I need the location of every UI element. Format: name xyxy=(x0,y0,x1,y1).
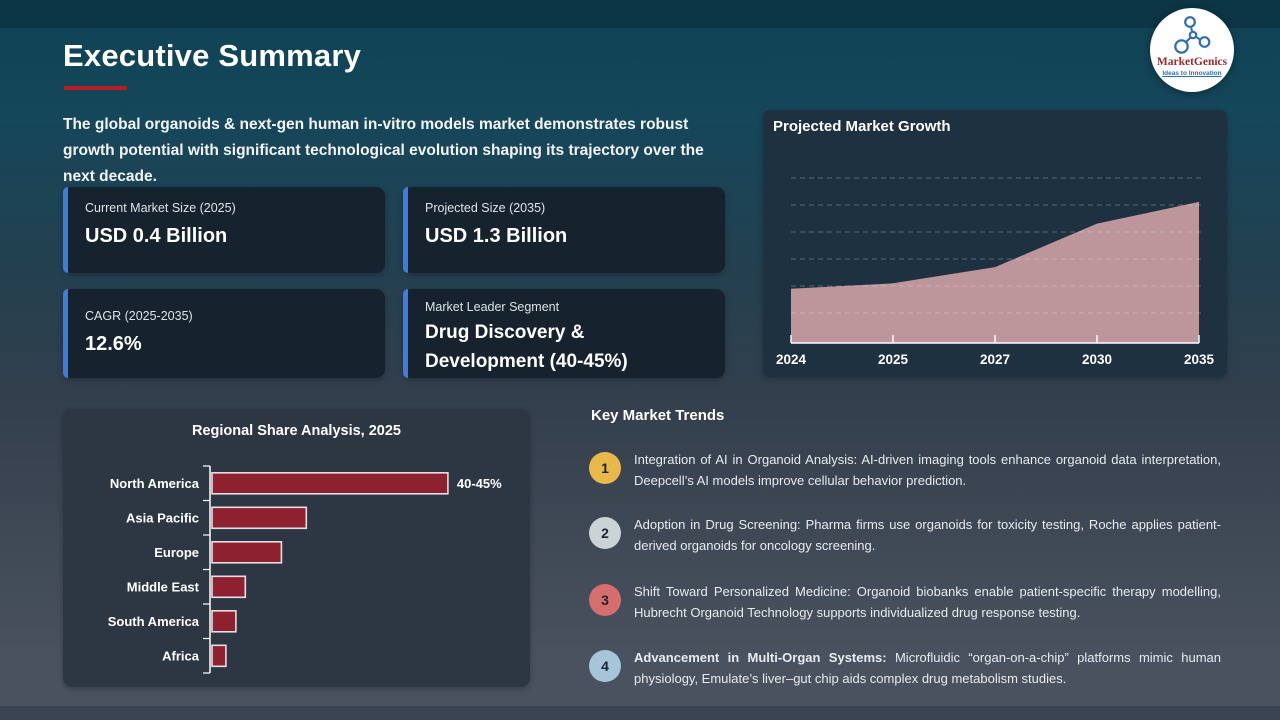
trend-lead: Advancement in Multi-Organ Systems: xyxy=(634,650,887,665)
page-title: Executive Summary xyxy=(63,38,362,73)
regional-share-card: Regional Share Analysis, 2025 North Amer… xyxy=(63,409,530,687)
trend-item-3: 3 Shift Toward Personalized Medicine: Or… xyxy=(589,582,1221,623)
stat-value: Drug Discovery & Development (40-45%) xyxy=(425,322,628,372)
bar-chart: North America 40-45% Asia Pacific Europe Mid… xyxy=(108,465,502,674)
top-strip xyxy=(0,0,1280,28)
trend-item-1: 1 Integration of AI in Organoid Analysis… xyxy=(589,450,1221,491)
trend-number-badge: 2 xyxy=(589,517,621,549)
stat-label: Projected Size (2035) xyxy=(425,201,546,215)
svg-text:2035: 2035 xyxy=(1184,352,1215,367)
svg-text:Africa: Africa xyxy=(162,648,200,663)
svg-text:2030: 2030 xyxy=(1082,352,1112,367)
stat-card-projected-size: Projected Size (2035) USD 1.3 Billion xyxy=(403,187,725,273)
trend-text: Integration of AI in Organoid Analysis: … xyxy=(634,450,1221,491)
stat-label: CAGR (2025-2035) xyxy=(85,309,193,323)
stat-card-cagr: CAGR (2025-2035) 12.6% xyxy=(63,289,385,378)
svg-text:Asia Pacific: Asia Pacific xyxy=(126,510,199,525)
svg-text:40-45%: 40-45% xyxy=(457,476,502,491)
svg-text:2025: 2025 xyxy=(878,352,909,367)
svg-text:Europe: Europe xyxy=(154,545,199,560)
svg-text:North America: North America xyxy=(110,476,200,491)
svg-text:Middle East: Middle East xyxy=(127,579,200,594)
stat-value: USD 0.4 Billion xyxy=(85,225,228,247)
regional-chart-title: Regional Share Analysis, 2025 xyxy=(191,423,401,439)
trend-item-2: 2 Adoption in Drug Screening: Pharma fir… xyxy=(589,515,1221,556)
stat-value: 12.6% xyxy=(85,333,142,355)
stat-card-market-leader-segment: Market Leader Segment Drug Discovery & D… xyxy=(403,289,725,378)
stat-value: USD 1.3 Billion xyxy=(425,225,568,247)
svg-text:South America: South America xyxy=(108,614,200,629)
marketgenics-logo: MarketGenics Ideas to Innovation xyxy=(1150,8,1234,92)
growth-chart-title: Projected Market Growth xyxy=(773,118,951,135)
trend-text: Adoption in Drug Screening: Pharma firms… xyxy=(634,515,1221,556)
trend-body: Shift Toward Personalized Medicine: Orga… xyxy=(634,584,1221,620)
trends-heading: Key Market Trends xyxy=(591,407,725,424)
svg-text:2024: 2024 xyxy=(776,352,807,367)
stat-label: Current Market Size (2025) xyxy=(85,201,236,215)
molecule-icon xyxy=(1174,16,1211,54)
intro-text: The global organoids & next-gen human in… xyxy=(63,116,704,185)
trend-number-badge: 4 xyxy=(589,650,621,682)
trend-body: Adoption in Drug Screening: Pharma firms… xyxy=(634,517,1221,553)
trend-item-4: 4 Advancement in Multi-Organ Systems: Mi… xyxy=(589,648,1221,689)
area-chart: 2024 2025 2027 2030 2035 xyxy=(776,177,1215,367)
stat-label: Market Leader Segment xyxy=(425,300,560,314)
trend-body: Integration of AI in Organoid Analysis: … xyxy=(634,452,1221,488)
svg-text:2027: 2027 xyxy=(980,352,1010,367)
title-underline xyxy=(64,86,127,90)
trend-number-badge: 3 xyxy=(589,584,621,616)
trend-number-badge: 1 xyxy=(589,452,621,484)
bottom-strip xyxy=(0,706,1280,720)
logo-tagline: Ideas to Innovation xyxy=(1162,70,1222,77)
logo-name: MarketGenics xyxy=(1156,56,1228,68)
trend-body: Microfluidic “organ-on-a-chip” platforms… xyxy=(634,650,1221,686)
projected-market-growth-card: 2024 2025 2027 2030 2035 Projected Market Gr… xyxy=(763,110,1227,377)
trend-text: Advancement in Multi-Organ Systems: Micr… xyxy=(634,648,1221,689)
trend-text: Shift Toward Personalized Medicine: Orga… xyxy=(634,582,1221,623)
stat-card-current-market-size: Current Market Size (2025) USD 0.4 Billi… xyxy=(63,187,385,273)
